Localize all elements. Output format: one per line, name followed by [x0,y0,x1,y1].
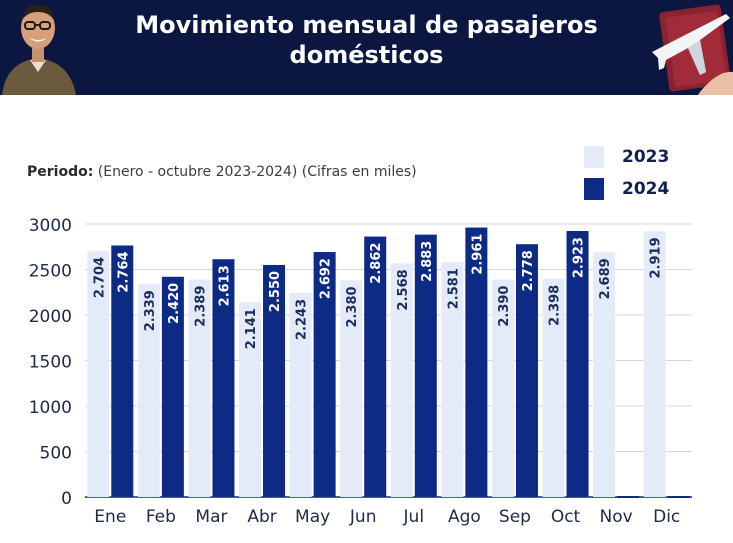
data-label-2024-Feb: 2.420 [167,283,182,324]
data-label-2023-Sep: 2.390 [497,286,512,327]
data-label-2023-Jul: 2.568 [396,269,411,310]
data-label-2023-Dic: 2.919 [649,237,664,278]
bar-2024-Oct [566,231,589,497]
bar-2024-May [313,252,336,497]
bar-2024-Ago [465,227,488,497]
data-label-2023-Jun: 2.380 [345,286,360,327]
header-banner: Movimiento mensual de pasajeros doméstic… [0,0,733,95]
bar-2024-Abr [263,264,286,497]
bar-2024-Jul [414,234,437,497]
title-line-2: domésticos [289,41,444,69]
bar-2023-Feb [137,284,160,497]
x-tick-label: Oct [551,507,581,527]
legend-item-2023: 2023 [584,146,669,168]
data-label-2023-May: 2.243 [295,299,310,340]
period-prefix: Periodo: [27,164,94,180]
title-line-1: Movimiento mensual de pasajeros [135,11,598,39]
data-label-2023-Oct: 2.398 [548,285,563,326]
bar-2023-Nov [593,252,616,497]
data-label-2023-Abr: 2.141 [244,308,259,349]
data-label-2023-Nov: 2.689 [598,258,613,299]
bar-2024-Ene [111,245,134,497]
bar-2024-Mar [212,259,235,497]
bar-2023-Jun [340,280,363,497]
legend-label-2024: 2024 [622,179,670,199]
legend-item-2024: 2024 [584,178,669,200]
data-label-2024-Sep: 2.778 [521,250,536,291]
data-label-2024-Ene: 2.764 [116,251,131,292]
person-photo [0,0,80,95]
x-tick-label: Ene [94,507,126,527]
bar-2023-Mar [188,279,211,497]
data-label-2023-Ene: 2.704 [92,257,107,298]
y-tick-label: 2000 [29,307,72,327]
x-tick-label: Mar [195,507,227,527]
data-label-2024-Oct: 2.923 [572,237,587,278]
y-tick-label: 1500 [29,353,72,373]
legend-swatch-2023 [584,146,604,168]
legend-swatch-2024 [584,178,604,200]
data-label-2024-Mar: 2.613 [217,265,232,306]
bar-2023-Jul [390,263,413,497]
bar-2023-Abr [239,302,262,497]
data-label-2024-Ago: 2.961 [470,234,485,275]
x-tick-label: Jul [403,507,425,527]
page-title: Movimiento mensual de pasajeros doméstic… [90,10,643,70]
bar-2024-Sep [515,244,538,497]
x-tick-label: Sep [499,507,531,527]
bar-2023-Sep [491,279,514,497]
y-tick-label: 500 [40,444,72,464]
x-tick-label: Dic [653,507,680,527]
bar-2023-Ene [87,250,110,497]
x-tick-label: Feb [146,507,176,527]
y-tick-label: 0 [61,489,72,509]
bar-2023-Dic [643,231,666,497]
x-tick-label: Nov [600,507,633,527]
passport-airplane-icon [640,0,733,95]
bar-2023-Oct [542,278,565,497]
bar-2023-Ago [441,262,464,497]
data-label-2023-Ago: 2.581 [446,268,461,309]
period-label: Periodo: (Enero - octubre 2023-2024) (Ci… [27,164,417,180]
bar-2024-Jun [364,236,387,498]
x-tick-label: Abr [247,507,276,527]
data-label-2024-Abr: 2.550 [268,271,283,312]
data-label-2024-May: 2.692 [319,258,334,299]
data-label-2024-Jun: 2.862 [369,243,384,284]
data-label-2024-Jul: 2.883 [420,241,435,282]
y-tick-label: 1000 [29,398,72,418]
x-tick-label: Ago [448,507,481,527]
legend-label-2023: 2023 [622,147,670,167]
bar-2023-May [289,292,312,497]
y-tick-label: 3000 [29,216,72,236]
x-tick-label: May [295,507,330,527]
x-tick-label: Jun [349,507,377,527]
bar-2024-Feb [161,276,184,497]
y-tick-label: 2500 [29,262,72,282]
data-label-2023-Mar: 2.389 [193,286,208,327]
data-label-2023-Feb: 2.339 [143,290,158,331]
period-text: (Enero - octubre 2023-2024) (Cifras en m… [97,164,417,180]
